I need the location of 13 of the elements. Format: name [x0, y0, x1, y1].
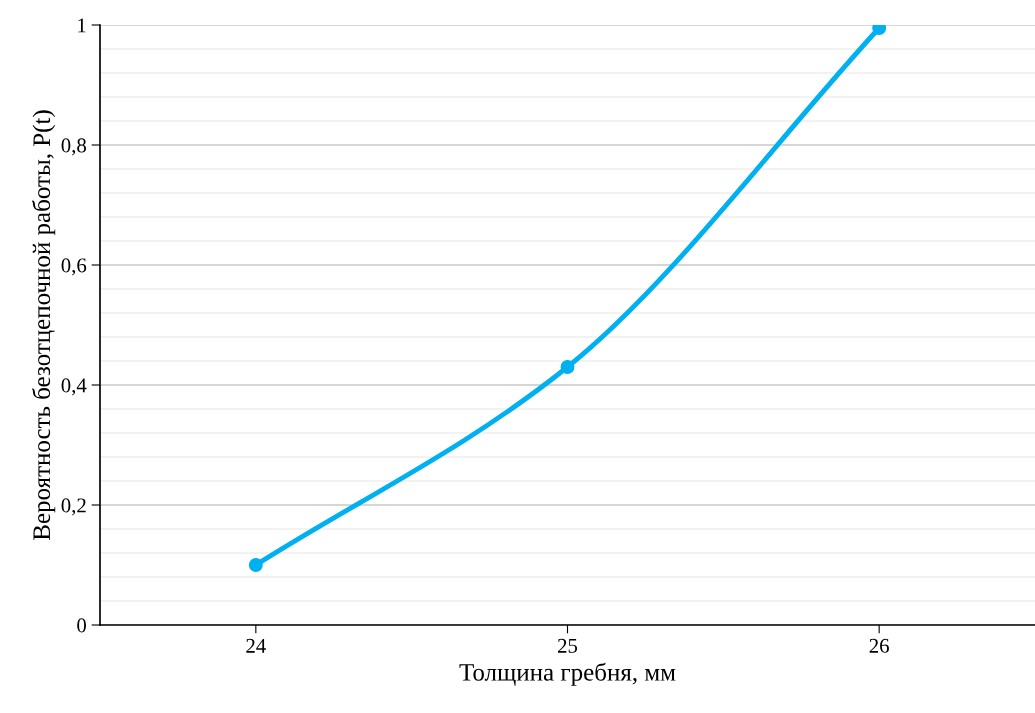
point	[248, 558, 263, 572]
y-tick-label: 1	[78, 18, 86, 33]
y-tick-label: 0,6	[61, 258, 87, 276]
y-tick-label: 0,8	[61, 138, 87, 156]
y-axis-title: Вероятность безотцепочной работы, P(t)	[31, 110, 56, 541]
x-tick-label: 24	[246, 638, 266, 653]
x-tick-label: 25	[558, 638, 578, 653]
point	[560, 360, 575, 374]
y-tick-label: 0	[77, 618, 87, 633]
y-tick-label: 0,4	[61, 378, 87, 396]
x-tick-label: 26	[869, 638, 889, 653]
y-tick-label: 0,2	[61, 498, 86, 516]
x-axis-title: Толщина гребня, мм	[459, 662, 676, 686]
